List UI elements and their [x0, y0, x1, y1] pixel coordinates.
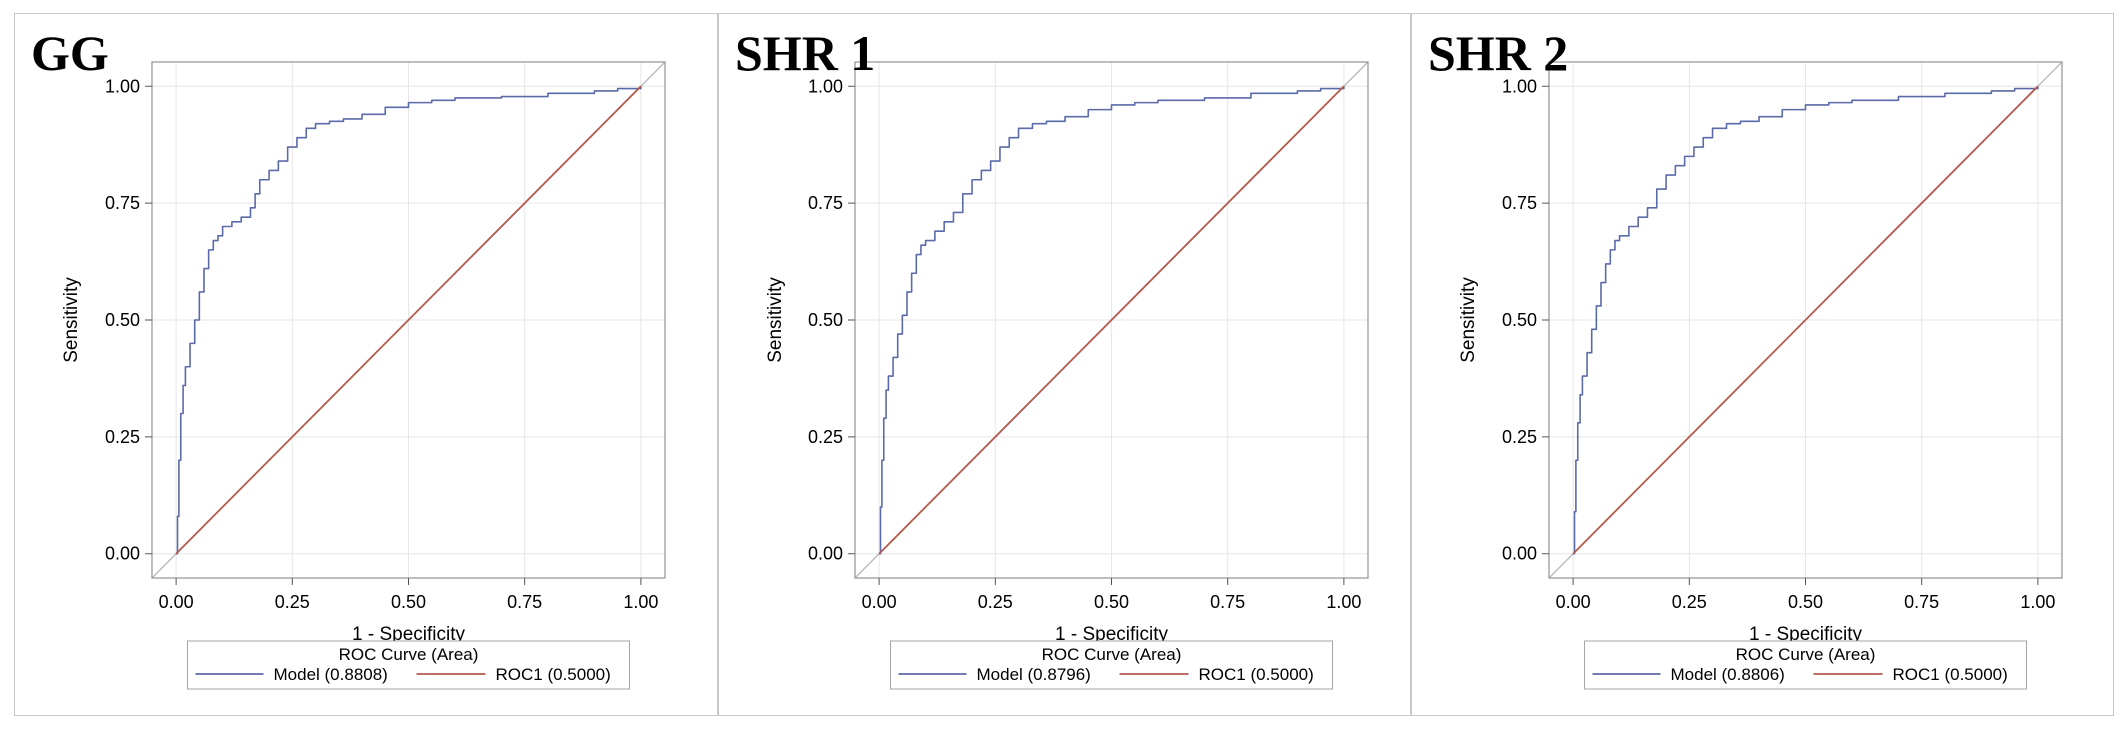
x-tick-label: 0.75	[1904, 592, 1939, 612]
x-axis-label: 1 - Specificity	[1749, 624, 1862, 645]
y-axis-label: Sensitivity	[61, 277, 82, 363]
x-tick-label: 0.50	[1788, 592, 1823, 612]
panel-title: GG	[31, 25, 109, 81]
y-tick-label: 0.50	[808, 310, 843, 330]
y-axis-label: Sensitivity	[765, 277, 786, 363]
x-tick-label: 0.50	[391, 592, 426, 612]
legend-label-roc1: ROC1 (0.5000)	[1199, 665, 1314, 684]
legend-box	[1584, 640, 2027, 690]
x-tick-label: 0.50	[1094, 592, 1129, 612]
y-axis-label: Sensitivity	[1458, 277, 1479, 363]
legend-label-roc1: ROC1 (0.5000)	[496, 665, 611, 684]
x-tick-label: 1.00	[2020, 592, 2055, 612]
roc-chart-shr1: 0.00 0.25 0.50 0.75 1.00 0.00 0.25 0.50 0.75 1.00…	[765, 61, 1369, 690]
y-tick-label: 0.00	[105, 544, 140, 564]
y-tick-label: 0.50	[105, 310, 140, 330]
y-tick-label: 0.00	[808, 544, 843, 564]
y-tick-label: 0.50	[1502, 310, 1537, 330]
series-line-roc1	[175, 85, 642, 555]
legend-box	[890, 640, 1333, 690]
x-tick-label: 0.25	[978, 592, 1013, 612]
y-tick-label: 0.25	[105, 427, 140, 447]
x-tick-label: 0.25	[275, 592, 310, 612]
x-tick-label: 0.00	[159, 592, 194, 612]
y-tick-label: 1.00	[808, 76, 843, 96]
x-axis-label: 1 - Specificity	[1055, 624, 1168, 645]
y-tick-label: 0.75	[105, 193, 140, 213]
series-line-model	[879, 86, 1345, 555]
y-tick-label: 0.75	[1502, 193, 1537, 213]
legend-title: ROC Curve (Area)	[339, 645, 479, 664]
legend-box	[187, 640, 630, 690]
x-tick-label: 1.00	[623, 592, 658, 612]
legend-label-model: Model (0.8806)	[1671, 665, 1785, 684]
x-tick-label: 0.75	[1210, 592, 1245, 612]
chart-panel-gg: 0.00 0.25 0.50 0.75 1.00 0.00 0.25 0.50 0.75 1.00…	[14, 13, 718, 716]
y-tick-label: 0.75	[808, 193, 843, 213]
x-axis-label: 1 - Specificity	[352, 624, 465, 645]
panel-title: SHR 1	[735, 25, 876, 81]
roc-chart-shr2: 0.00 0.25 0.50 0.75 1.00 0.00 0.25 0.50 0.75 1.00…	[1458, 61, 2063, 690]
chart-panel-shr2: 0.00 0.25 0.50 0.75 1.00 0.00 0.25 0.50 0.75 1.00…	[1411, 13, 2114, 716]
x-tick-label: 0.00	[1556, 592, 1591, 612]
series-line-roc1	[878, 85, 1345, 555]
panel-title: SHR 2	[1428, 25, 1569, 81]
y-tick-label: 1.00	[105, 76, 140, 96]
y-tick-label: 0.00	[1502, 544, 1537, 564]
y-tick-label: 0.25	[808, 427, 843, 447]
y-tick-label: 0.25	[1502, 427, 1537, 447]
x-tick-label: 0.75	[507, 592, 542, 612]
legend-label-model: Model (0.8796)	[977, 665, 1091, 684]
legend-label-roc1: ROC1 (0.5000)	[1893, 665, 2008, 684]
chart-panel-shr1: 0.00 0.25 0.50 0.75 1.00 0.00 0.25 0.50 0.75 1.00…	[718, 13, 1411, 716]
legend-label-model: Model (0.8808)	[274, 665, 388, 684]
x-tick-label: 0.25	[1672, 592, 1707, 612]
legend-title: ROC Curve (Area)	[1736, 645, 1876, 664]
roc-chart-gg: 0.00 0.25 0.50 0.75 1.00 0.00 0.25 0.50 0.75 1.00…	[61, 61, 666, 690]
y-tick-label: 1.00	[1502, 76, 1537, 96]
series-line-model	[1573, 86, 2039, 555]
x-tick-label: 0.00	[862, 592, 897, 612]
x-tick-label: 1.00	[1326, 592, 1361, 612]
series-line-roc1	[1572, 85, 2039, 555]
legend-title: ROC Curve (Area)	[1042, 645, 1182, 664]
series-line-model	[176, 86, 642, 555]
